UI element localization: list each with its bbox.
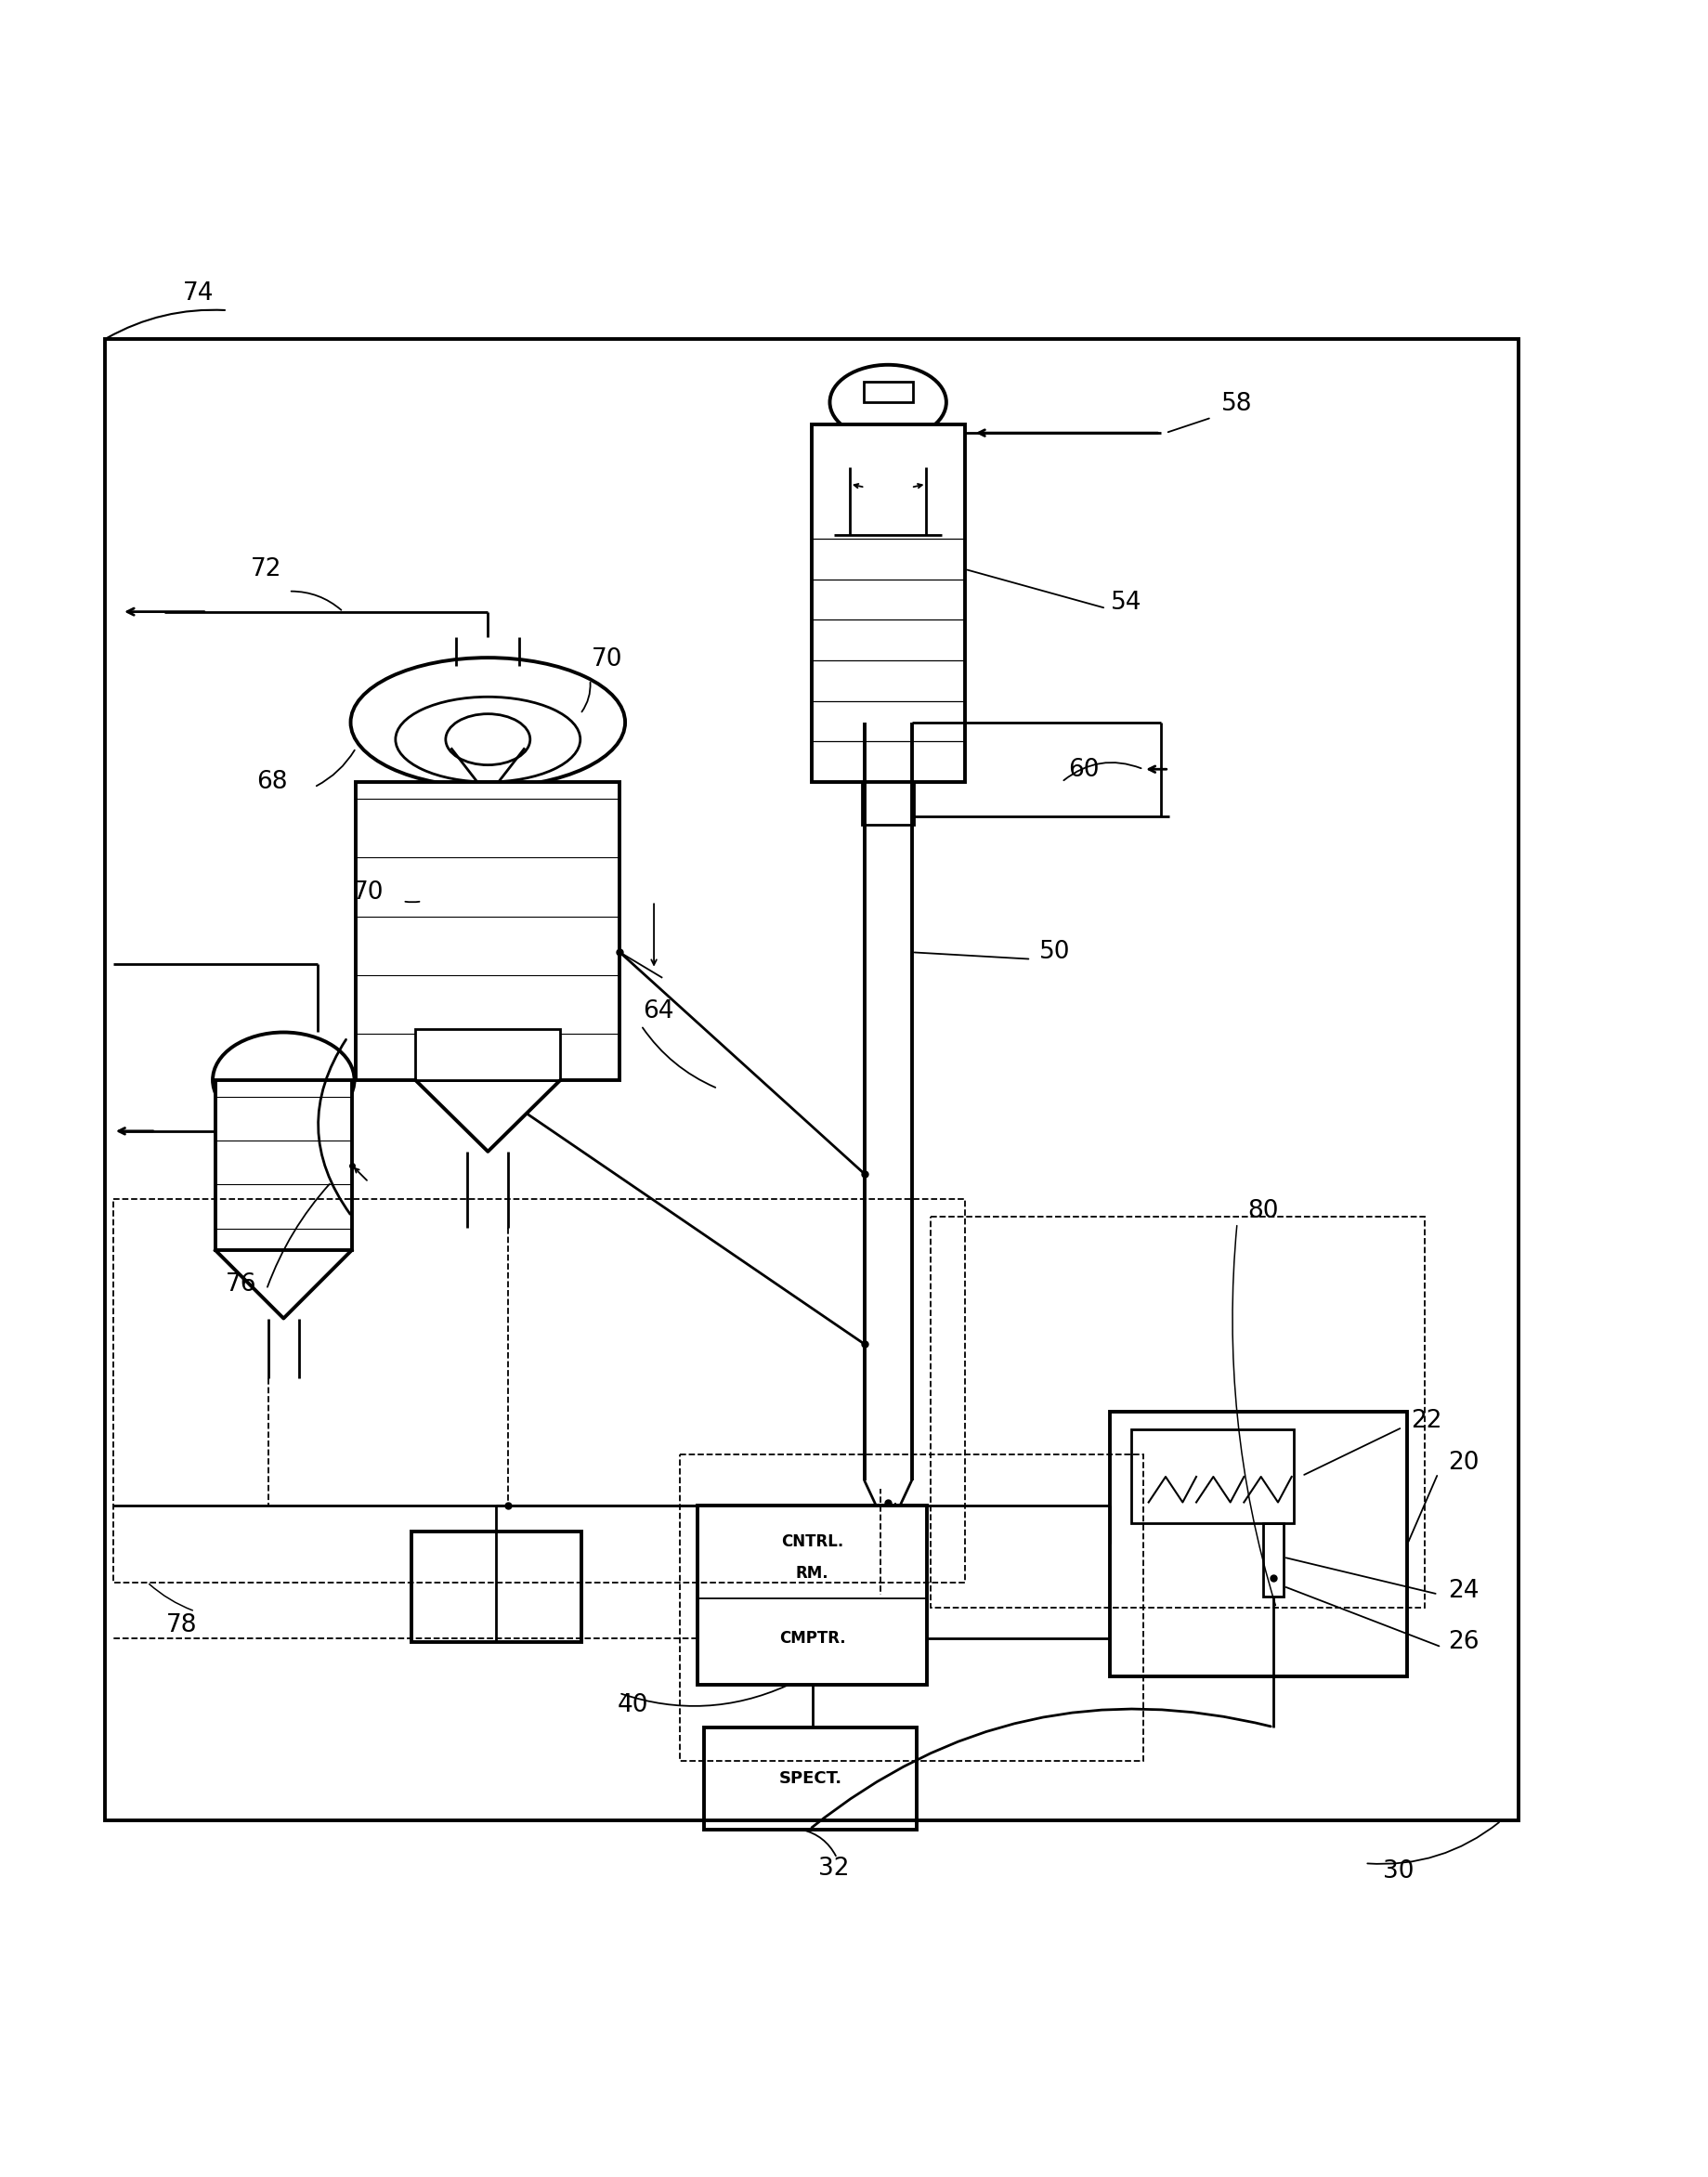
- Bar: [931, 1217, 1424, 1609]
- Text: 70: 70: [591, 647, 623, 671]
- Text: RM.: RM.: [796, 1565, 828, 1583]
- Text: 74: 74: [183, 281, 214, 305]
- Bar: [811, 425, 965, 782]
- Text: 68: 68: [256, 771, 287, 795]
- Bar: [415, 1030, 560, 1080]
- Text: 30: 30: [1383, 1859, 1414, 1883]
- Bar: [104, 340, 1518, 1820]
- Text: 72: 72: [251, 557, 282, 581]
- Bar: [215, 1080, 352, 1250]
- Bar: [704, 1726, 917, 1829]
- Text: 58: 58: [1221, 392, 1252, 416]
- Text: 64: 64: [642, 999, 673, 1023]
- Text: 80: 80: [1247, 1200, 1278, 1223]
- Bar: [1110, 1413, 1407, 1676]
- Bar: [1264, 1524, 1283, 1596]
- Text: 50: 50: [1040, 940, 1071, 964]
- Bar: [697, 1506, 927, 1685]
- Text: 54: 54: [1110, 592, 1143, 616]
- Bar: [412, 1530, 581, 1641]
- Bar: [863, 782, 914, 825]
- Text: 76: 76: [225, 1271, 256, 1295]
- Text: 24: 24: [1448, 1578, 1479, 1602]
- Bar: [1132, 1428, 1293, 1522]
- Bar: [113, 1200, 965, 1583]
- Text: SPECT.: SPECT.: [779, 1770, 842, 1787]
- Text: 20: 20: [1448, 1452, 1479, 1476]
- Bar: [863, 381, 912, 403]
- Text: 22: 22: [1411, 1409, 1442, 1432]
- Text: CNTRL.: CNTRL.: [781, 1533, 844, 1550]
- Text: 40: 40: [617, 1694, 649, 1718]
- Text: 60: 60: [1068, 758, 1100, 782]
- Text: CMPTR.: CMPTR.: [779, 1631, 845, 1646]
- Bar: [680, 1454, 1143, 1761]
- Text: 32: 32: [818, 1857, 849, 1881]
- Text: 70: 70: [354, 882, 384, 906]
- Ellipse shape: [830, 366, 946, 440]
- Text: 26: 26: [1448, 1631, 1479, 1655]
- Bar: [355, 782, 620, 1080]
- Text: 78: 78: [166, 1613, 196, 1637]
